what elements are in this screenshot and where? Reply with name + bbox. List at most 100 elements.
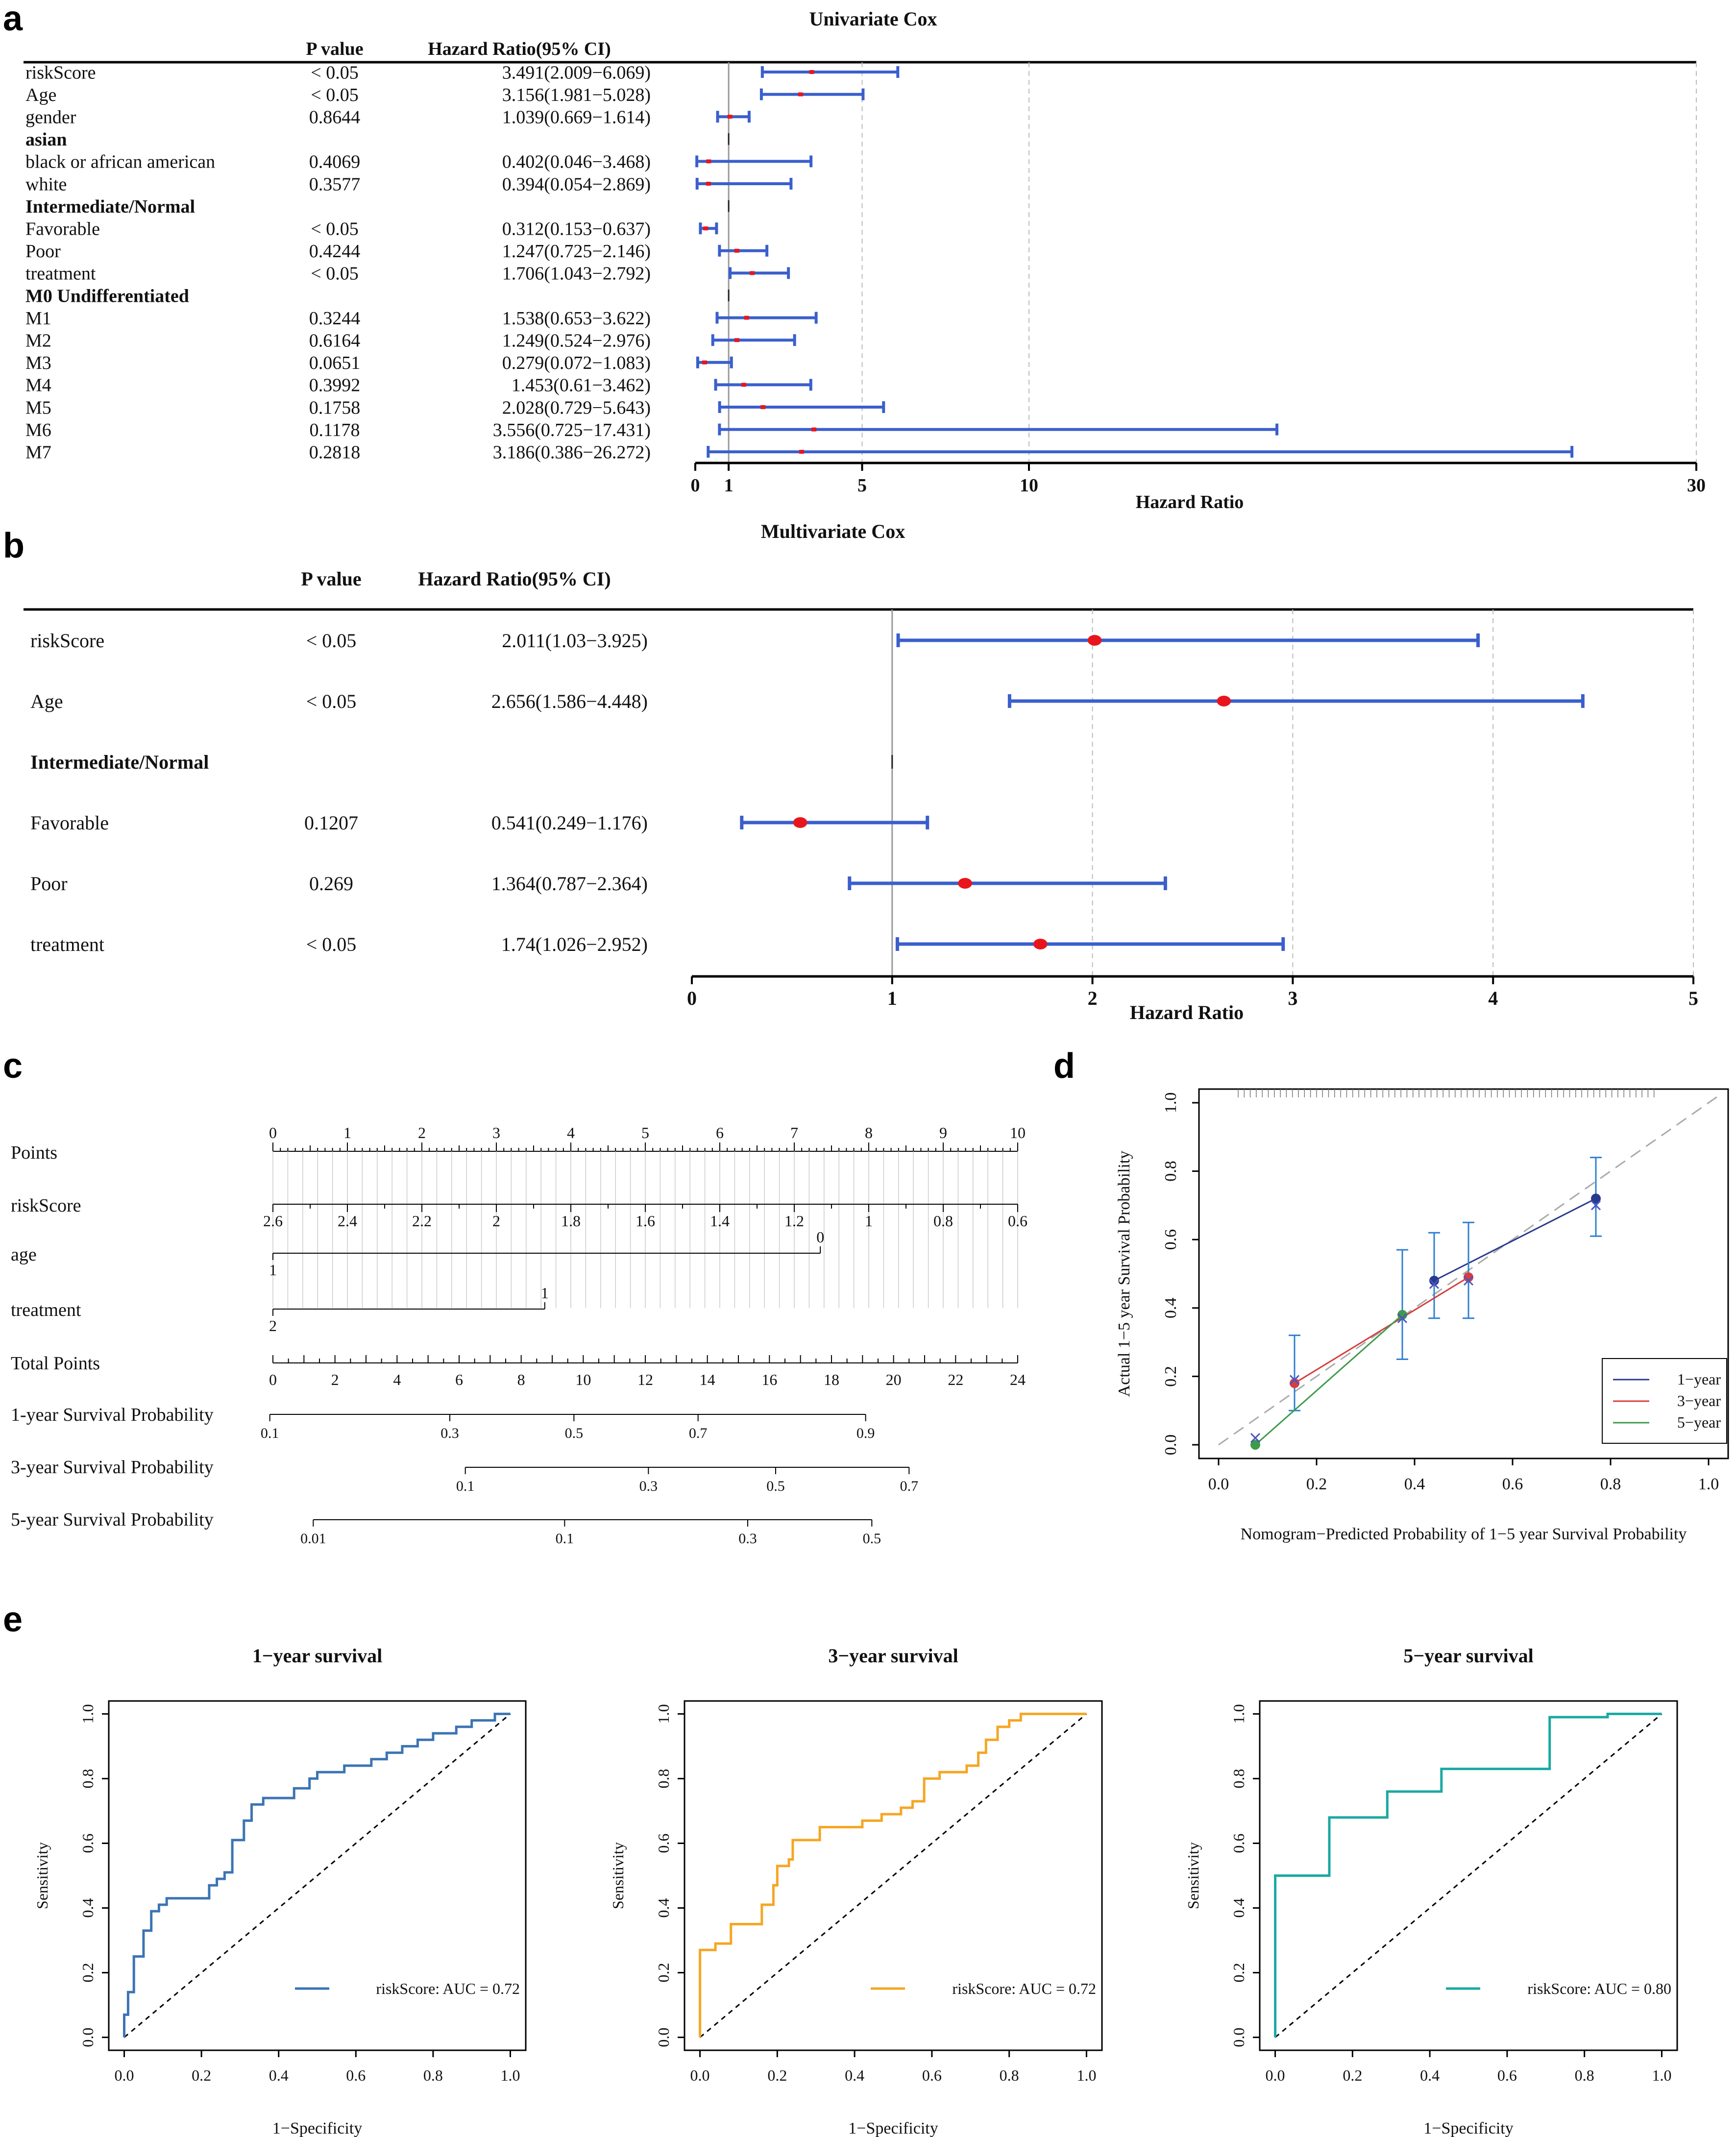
hr-ci-text: 2.028(0.729−5.643) <box>502 397 651 418</box>
x-tick-label: 0.0 <box>1208 1475 1229 1493</box>
calibration-line <box>1434 1198 1596 1282</box>
x-tick-label: 10 <box>1020 475 1038 496</box>
y-axis-label: Sensitivity <box>33 1842 51 1909</box>
calibration-line <box>1255 1314 1403 1446</box>
x-axis-label: Hazard Ratio <box>1136 492 1244 512</box>
hr-ci-text: 0.541(0.249−1.176) <box>491 812 648 834</box>
plot-frame <box>1198 1088 1729 1459</box>
total-points-tick-label: 2 <box>331 1371 339 1388</box>
p-value: < 0.05 <box>306 630 357 652</box>
panel-e-roc-3-year: 3−year survival 0.0 0.0 0.2 0.2 0.4 0.4 0.6 0.6 0… <box>609 1645 1103 2137</box>
x-tick-label: 4 <box>1488 987 1498 1009</box>
x-tick-label: 0.6 <box>922 2066 942 2084</box>
hr-ci-text: 0.402(0.046−3.468) <box>502 152 651 172</box>
points-tick-label: 0 <box>269 1124 277 1141</box>
row-label: Favorable <box>25 219 100 240</box>
x-axis-label: 1−Specificity <box>1423 2119 1513 2137</box>
binary-start-label: 2 <box>269 1317 277 1335</box>
x-tick-label: 0.4 <box>269 2066 289 2084</box>
probability-tick-label: 0.1 <box>556 1530 574 1547</box>
plot-frame <box>1259 1700 1678 2051</box>
hr-ci-text: 1.706(1.043−2.792) <box>502 264 651 284</box>
x-axis-label: 1−Specificity <box>848 2119 938 2137</box>
roc-curve <box>1274 1712 1662 2038</box>
probability-tick-label: 0.1 <box>261 1425 279 1441</box>
observed-cross <box>1429 1279 1440 1289</box>
p-value: 0.2818 <box>309 442 361 463</box>
total-points-tick-label: 0 <box>269 1371 277 1388</box>
hr-ci-text: 0.312(0.153−0.637) <box>502 219 651 240</box>
points-tick-label: 5 <box>641 1124 649 1141</box>
probability-tick-label: 0.5 <box>766 1478 785 1494</box>
row-label: M6 <box>25 420 51 440</box>
x-tick-label: 1.0 <box>1698 1475 1719 1493</box>
row-label: white <box>25 174 67 194</box>
panel-label-d: d <box>1053 1046 1075 1086</box>
x-tick-label: 0.4 <box>845 2066 864 2084</box>
y-axis-label: Sensitivity <box>609 1842 627 1909</box>
panel-label-c: c <box>3 1046 23 1086</box>
p-value: 0.3577 <box>309 174 361 194</box>
plot-frame <box>108 1700 527 2051</box>
row-label: riskScore <box>30 630 104 652</box>
y-tick-label: 0.2 <box>655 1963 672 1983</box>
p-value: < 0.05 <box>306 933 357 955</box>
hr-ci-text: 3.556(0.725−17.431) <box>493 420 651 440</box>
row-label: M5 <box>25 397 51 418</box>
p-value: < 0.05 <box>311 62 358 83</box>
points-tick-label: 9 <box>939 1124 947 1141</box>
x-tick-label: 30 <box>1687 475 1706 496</box>
probability-tick-label: 0.5 <box>565 1425 584 1441</box>
nomogram-row-label: riskScore <box>11 1195 81 1216</box>
p-value: < 0.05 <box>311 85 358 105</box>
chance-diagonal <box>699 1713 1087 2038</box>
forest-title: Univariate Cox <box>809 8 937 30</box>
y-axis-label: Actual 1−5 year Survival Probability <box>1115 1151 1133 1397</box>
panel-b-multivariate-forest: Multivariate Cox P value Hazard Ratio(95% … <box>24 520 1698 1023</box>
hr-point <box>958 878 972 889</box>
y-tick-label: 0.0 <box>1162 1434 1180 1456</box>
x-axis-label: Nomogram−Predicted Probability of 1−5 ye… <box>1241 1525 1687 1543</box>
riskscore-tick-label: 1.8 <box>561 1212 581 1230</box>
y-tick-label: 0.4 <box>655 1898 672 1918</box>
riskscore-tick-label: 1.6 <box>636 1212 655 1230</box>
points-tick-label: 1 <box>343 1124 351 1141</box>
y-tick-label: 0.0 <box>1230 2028 1247 2047</box>
riskscore-tick-label: 2 <box>492 1212 500 1230</box>
p-value-header: P value <box>301 568 361 590</box>
probability-tick-label: 0.5 <box>863 1530 881 1547</box>
panel-e-roc-5-year: 5−year survival 0.0 0.0 0.2 0.2 0.4 0.4 0.6 0.6 0… <box>1184 1645 1678 2137</box>
hr-ci-text: 1.039(0.669−1.614) <box>502 107 651 128</box>
row-label: M3 <box>25 353 51 373</box>
x-tick-label: 0 <box>687 987 697 1009</box>
probability-tick-label: 0.9 <box>856 1425 875 1441</box>
y-tick-label: 0.8 <box>1162 1161 1180 1182</box>
x-tick-label: 0.0 <box>115 2066 134 2084</box>
y-tick-label: 1.0 <box>79 1704 97 1724</box>
row-label: Favorable <box>30 812 109 834</box>
row-label: gender <box>25 107 76 128</box>
hr-ci-text: 3.156(1.981−5.028) <box>502 85 651 105</box>
binary-end-label: 1 <box>541 1284 549 1302</box>
panel-d-calibration: 0.0 0.0 0.2 0.2 0.4 0.4 0.6 0.6 0.8 0.8 1.0 1.0 Nomo… <box>1115 1088 1729 1543</box>
group-header: Intermediate/Normal <box>30 751 209 773</box>
hr-header: Hazard Ratio(95% CI) <box>418 568 611 590</box>
row-label: M4 <box>25 375 51 396</box>
x-axis-label: 1−Specificity <box>272 2119 362 2137</box>
legend-label: riskScore: AUC = 0.72 <box>952 1980 1096 1997</box>
roc-title: 5−year survival <box>1403 1645 1533 1667</box>
p-value: 0.6164 <box>309 331 361 351</box>
points-tick-label: 10 <box>1010 1124 1026 1141</box>
calibration-point <box>1429 1275 1439 1286</box>
total-points-tick-label: 22 <box>948 1371 963 1388</box>
p-value: 0.3244 <box>309 308 361 329</box>
x-tick-label: 0.6 <box>346 2066 366 2084</box>
riskscore-tick-label: 2.6 <box>263 1212 283 1230</box>
p-value: 0.1758 <box>309 397 361 418</box>
panel-e-roc-1-year: 1−year survival 0.0 0.0 0.2 0.2 0.4 0.4 0.6 0.6 0… <box>33 1645 527 2137</box>
calibration-point <box>1250 1440 1260 1450</box>
hr-ci-text: 1.538(0.653−3.622) <box>502 308 651 329</box>
row-label: treatment <box>25 264 96 284</box>
observed-cross <box>1289 1375 1300 1385</box>
